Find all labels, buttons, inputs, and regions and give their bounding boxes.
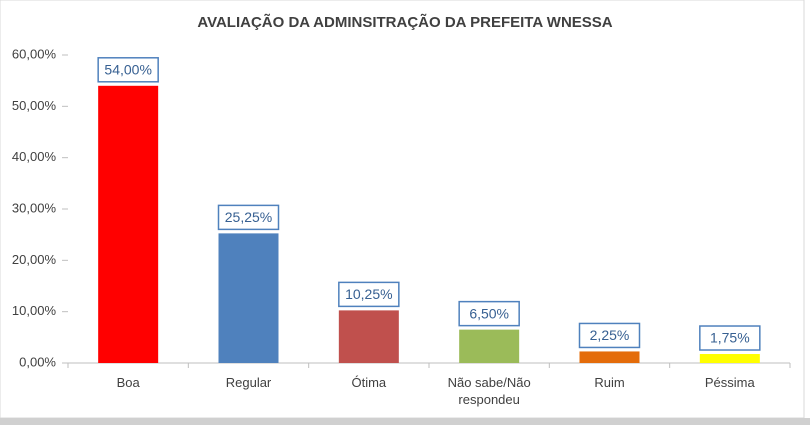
y-tick-label: 40,00% [12, 149, 57, 164]
data-label: 2,25% [590, 327, 630, 343]
data-label: 25,25% [225, 209, 272, 225]
bar [459, 329, 520, 363]
bottom-edge [0, 418, 810, 425]
y-tick-label: 10,00% [12, 303, 57, 318]
bar [579, 351, 640, 363]
x-tick-label: Ótima [351, 375, 387, 390]
x-tick-label: Não sabe/Não respondeu [447, 375, 531, 407]
data-label-box [699, 325, 761, 351]
y-tick-label: 30,00% [12, 200, 57, 215]
bar [699, 354, 760, 363]
x-tick-label: Ruim [594, 375, 625, 390]
y-tick-label: 60,00% [12, 46, 57, 61]
bar [338, 310, 399, 363]
y-tick-label: 0,00% [19, 354, 56, 369]
x-tick-label: Péssima [704, 375, 755, 390]
data-label-box [578, 322, 641, 349]
bar [98, 85, 159, 364]
x-tick-label: Regular [225, 375, 272, 390]
x-tick-label: Boa [116, 375, 140, 390]
chart-title: AVALIAÇÃO DA ADMINSITRAÇÃO DA PREFEITA W… [197, 13, 612, 31]
data-label: 54,00% [104, 62, 151, 78]
data-label-box [338, 281, 400, 308]
data-label: 10,25% [345, 286, 392, 302]
data-label: 1,75% [710, 330, 750, 346]
y-tick-label: 50,00% [12, 98, 57, 113]
data-label: 6,50% [469, 305, 509, 321]
data-label-box [217, 204, 280, 231]
y-tick-label: 20,00% [12, 252, 57, 267]
data-label-box [97, 57, 159, 83]
data-label-box [458, 300, 520, 327]
bar [218, 233, 279, 363]
